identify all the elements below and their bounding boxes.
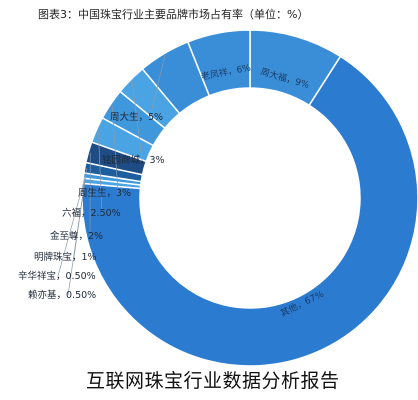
slice-label-六福: 六福，2.50% [62, 207, 121, 219]
page-caption: 互联网珠宝行业数据分析报告 [86, 370, 340, 392]
leader-line-周生生 [111, 105, 119, 194]
slice-label-铭园商城: 铭园商城，3% [102, 154, 165, 166]
slice-其他 [81, 55, 418, 367]
leader-line-铭园商城 [131, 81, 143, 161]
slice-label-金至尊: 金至尊，2% [50, 230, 103, 242]
slice-老凤祥 [186, 29, 251, 97]
slice-label-辛华祥宝: 辛华祥宝，0.50% [18, 270, 96, 282]
leader-line-明牌珠宝 [73, 167, 88, 258]
slice-label-周大生: 周大生，5% [110, 111, 163, 123]
slice-label-赖亦基: 赖亦基，0.50% [28, 289, 96, 301]
leader-line-六福 [97, 130, 103, 214]
slice-label-周生生: 周生生，3% [78, 187, 131, 199]
slice-label-明牌珠宝: 明牌珠宝，1% [34, 251, 97, 263]
leader-line-周大生 [149, 55, 166, 118]
leader-line-辛华祥宝 [57, 175, 86, 277]
chart-title: 图表3：中国珠宝行业主要品牌市场占有率（单位：%） [38, 8, 309, 21]
